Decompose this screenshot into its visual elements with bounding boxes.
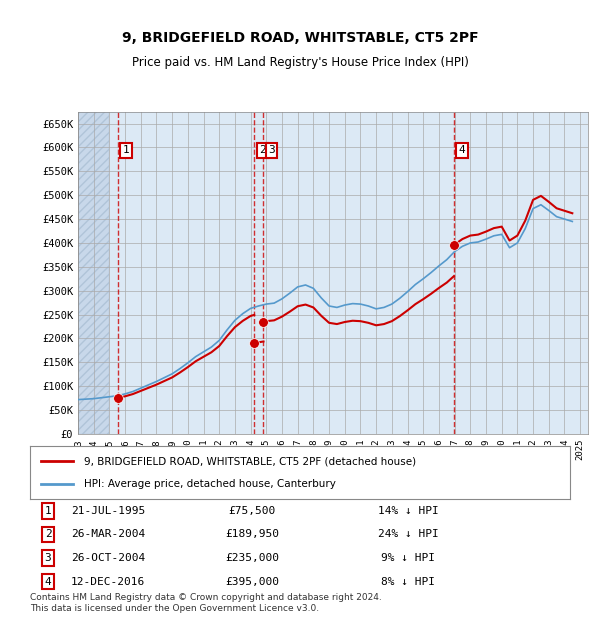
Text: 26-OCT-2004: 26-OCT-2004 (71, 553, 145, 563)
Text: 9, BRIDGEFIELD ROAD, WHITSTABLE, CT5 2PF (detached house): 9, BRIDGEFIELD ROAD, WHITSTABLE, CT5 2PF… (84, 456, 416, 466)
Text: 24% ↓ HPI: 24% ↓ HPI (377, 529, 439, 539)
Text: 12-DEC-2016: 12-DEC-2016 (71, 577, 145, 587)
Text: 3: 3 (44, 553, 52, 563)
Text: 1: 1 (44, 506, 52, 516)
Text: 14% ↓ HPI: 14% ↓ HPI (377, 506, 439, 516)
Text: 21-JUL-1995: 21-JUL-1995 (71, 506, 145, 516)
Text: 9, BRIDGEFIELD ROAD, WHITSTABLE, CT5 2PF: 9, BRIDGEFIELD ROAD, WHITSTABLE, CT5 2PF (122, 31, 478, 45)
Text: Contains HM Land Registry data © Crown copyright and database right 2024.
This d: Contains HM Land Registry data © Crown c… (30, 593, 382, 613)
Text: HPI: Average price, detached house, Canterbury: HPI: Average price, detached house, Cant… (84, 479, 336, 489)
Text: 1: 1 (122, 145, 130, 155)
Text: 26-MAR-2004: 26-MAR-2004 (71, 529, 145, 539)
Text: 2: 2 (259, 145, 266, 155)
Text: 4: 4 (458, 145, 465, 155)
Text: £235,000: £235,000 (225, 553, 279, 563)
Text: 2: 2 (44, 529, 52, 539)
Text: £75,500: £75,500 (229, 506, 275, 516)
Text: £189,950: £189,950 (225, 529, 279, 539)
Text: 3: 3 (268, 145, 275, 155)
Text: Price paid vs. HM Land Registry's House Price Index (HPI): Price paid vs. HM Land Registry's House … (131, 56, 469, 69)
Text: £395,000: £395,000 (225, 577, 279, 587)
Text: 8% ↓ HPI: 8% ↓ HPI (381, 577, 435, 587)
Text: 4: 4 (44, 577, 52, 587)
Text: 9% ↓ HPI: 9% ↓ HPI (381, 553, 435, 563)
